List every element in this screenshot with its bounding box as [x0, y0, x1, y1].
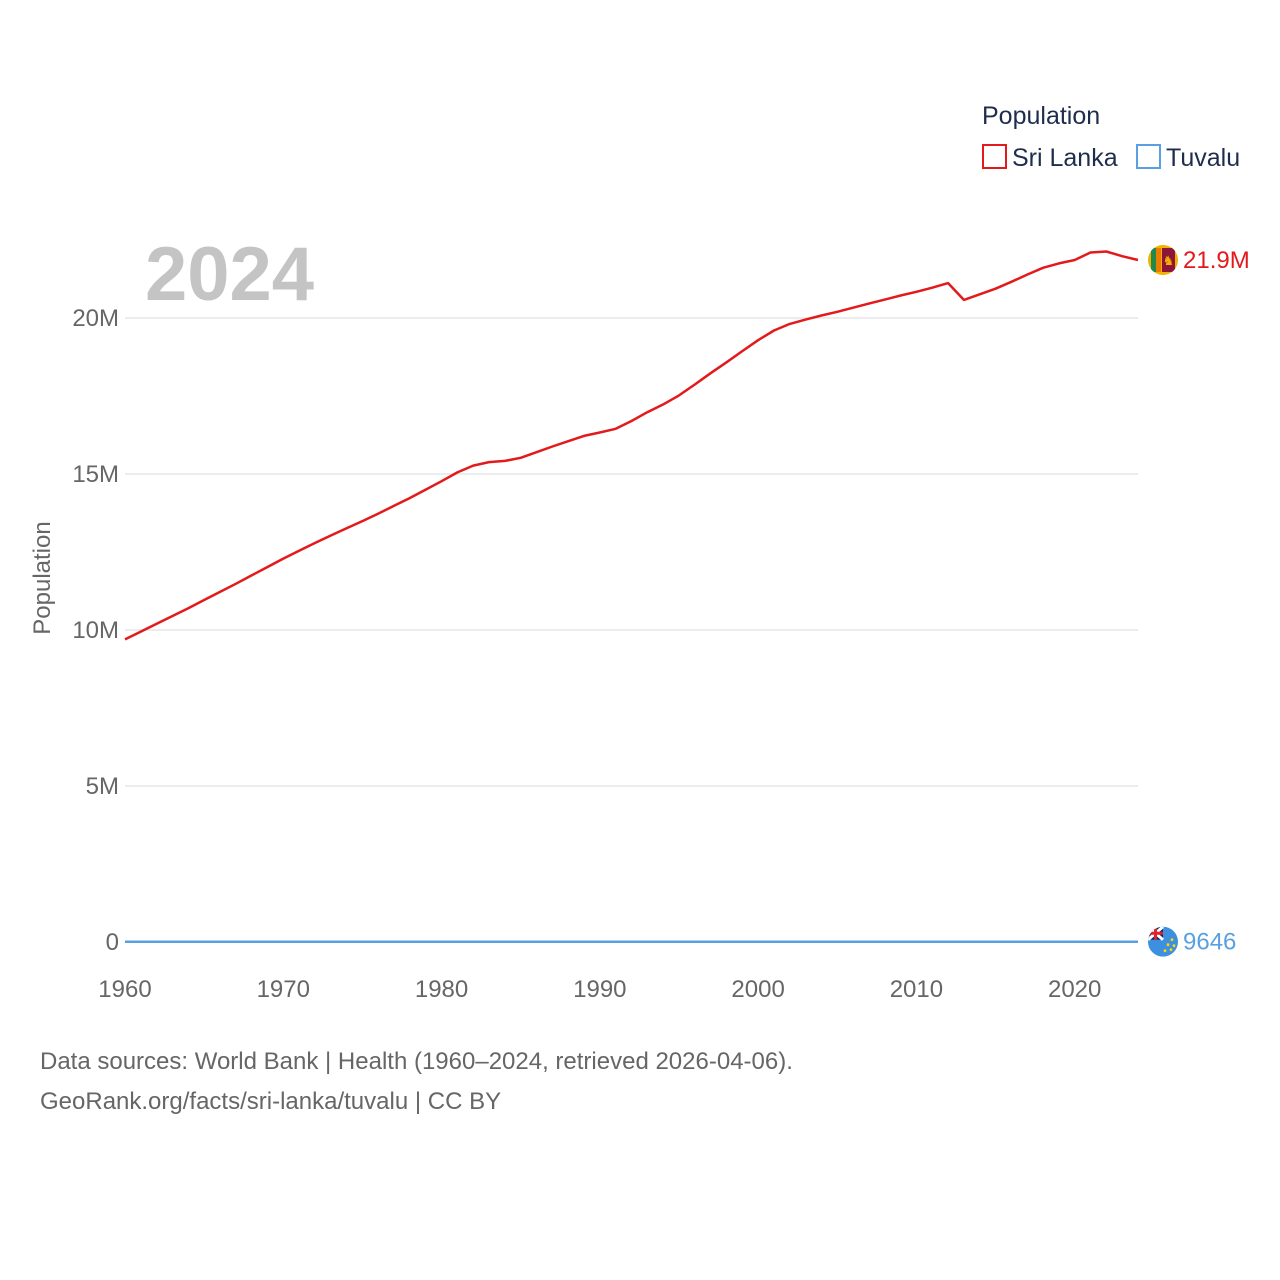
x-tick-label: 2020 [1048, 976, 1101, 1003]
legend-label-tuvalu: Tuvalu [1166, 144, 1240, 172]
x-tick-label: 1970 [257, 976, 310, 1003]
population-chart: 0 5M 10M 15M 20M 1960 1970 1980 1990 2000 2010 202… [29, 102, 1250, 1003]
y-tick-label: 20M [72, 305, 119, 332]
x-tick-label: 1960 [98, 976, 151, 1003]
y-tick-label: 10M [72, 617, 119, 644]
legend-label-sri-lanka: Sri Lanka [1012, 144, 1118, 172]
x-tick-label: 1990 [573, 976, 626, 1003]
end-label-tuvalu: 9646 [1183, 929, 1236, 956]
legend-item-sri-lanka[interactable]: Sri Lanka [982, 144, 1118, 172]
x-tick-label: 2010 [890, 976, 943, 1003]
legend-swatch-sri-lanka [982, 144, 1007, 169]
legend-title: Population [982, 102, 1100, 130]
y-tick-label: 5M [86, 773, 119, 800]
grid-lines [125, 317, 1138, 787]
end-label-sri-lanka: 21.9M [1183, 247, 1250, 274]
source-line-2[interactable]: GeoRank.org/facts/sri-lanka/tuvalu | CC … [40, 1088, 502, 1115]
legend-swatch-tuvalu [1136, 144, 1161, 169]
legend: Population Sri Lanka Tuvalu [982, 102, 1240, 172]
year-label: 2024 [145, 232, 314, 317]
legend-item-tuvalu[interactable]: Tuvalu [1136, 144, 1240, 172]
source-note: Data sources: World Bank | Health (1960–… [40, 1042, 793, 1122]
x-tick-label: 2000 [731, 976, 784, 1003]
x-tick-label: 1980 [415, 976, 468, 1003]
svg-text:♞: ♞ [1163, 254, 1175, 269]
source-line-1: Data sources: World Bank | Health (1960–… [40, 1048, 793, 1075]
tuvalu-flag-icon [1148, 926, 1178, 957]
sri-lanka-flag-icon: ♞ [1148, 245, 1178, 275]
y-tick-label: 0 [106, 929, 119, 956]
y-tick-label: 15M [72, 461, 119, 488]
y-axis-ticks: 0 5M 10M 15M 20M [72, 305, 119, 956]
series-lines [124, 250, 1139, 944]
x-axis-ticks: 1960 1970 1980 1990 2000 2010 2020 [98, 976, 1101, 1003]
y-axis-title: Population [29, 521, 56, 634]
series-line-sri-lanka[interactable] [124, 250, 1139, 641]
